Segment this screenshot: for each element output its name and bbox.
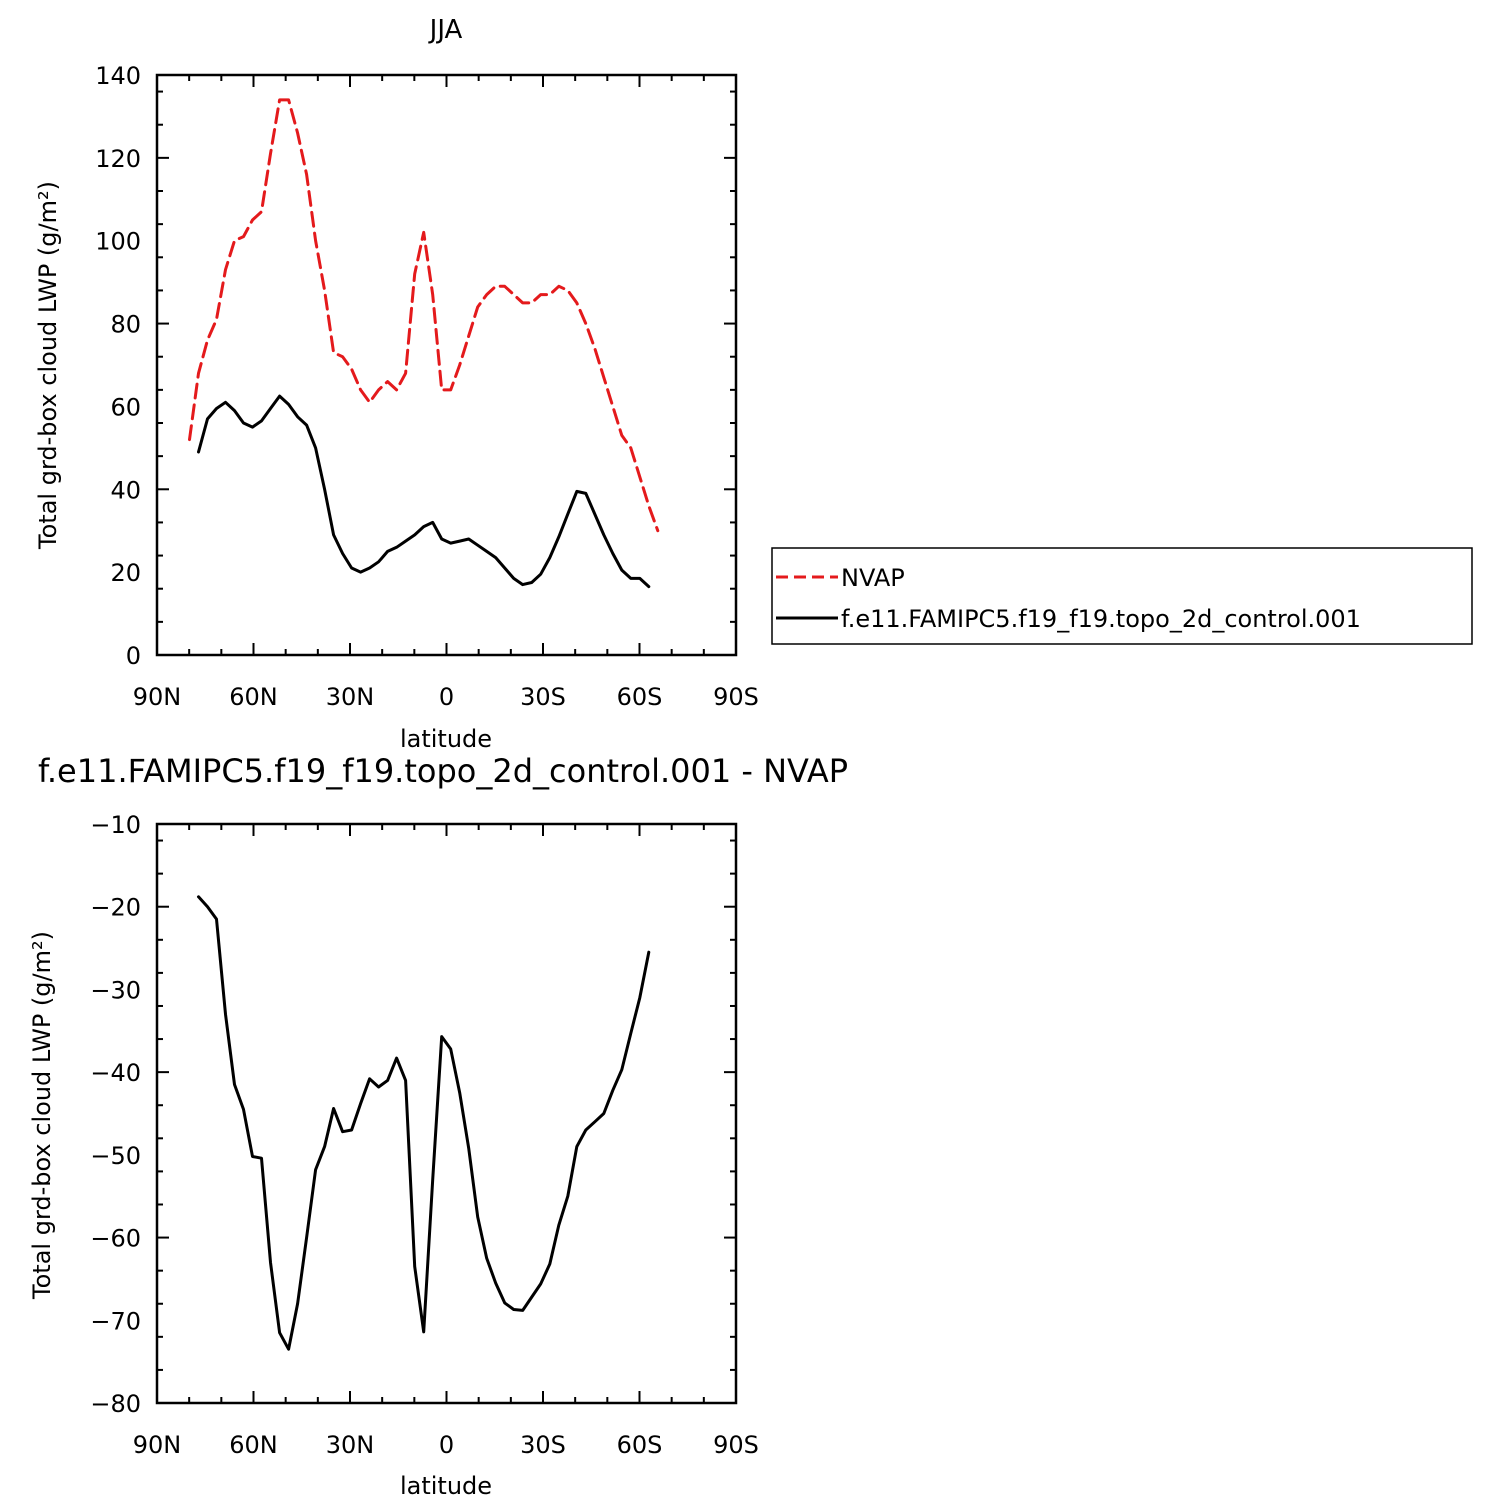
y-tick-label: −10 (90, 811, 141, 839)
legend-label-nvap: NVAP (841, 564, 905, 592)
x-tick-label: 60N (229, 1431, 278, 1459)
legend: NVAP f.e11.FAMIPC5.f19_f19.topo_2d_contr… (771, 547, 1473, 645)
x-tick-label: 30S (520, 1431, 566, 1459)
y-tick-label: −60 (90, 1225, 141, 1253)
y-tick-label: 40 (110, 476, 141, 504)
y-tick-label: 120 (95, 145, 141, 173)
y-tick-label: −30 (90, 976, 141, 1004)
y-tick-label: −80 (90, 1390, 141, 1418)
y-tick-label: −40 (90, 1059, 141, 1087)
top-series-line-f-e11-famipc5-f19-f19-topo-2d-control-001 (197, 394, 651, 589)
x-tick-label: 60S (617, 1431, 663, 1459)
legend-label-model: f.e11.FAMIPC5.f19_f19.topo_2d_control.00… (841, 605, 1361, 633)
top-x-axis-label: latitude (400, 725, 492, 753)
legend-box (771, 547, 1473, 645)
top-panel-title: JJA (428, 15, 463, 45)
bottom-series-lines (197, 895, 651, 1351)
x-tick-label: 90N (133, 1431, 182, 1459)
y-tick-label: 80 (110, 311, 141, 339)
y-tick-label: −70 (90, 1307, 141, 1335)
y-tick-label: 100 (95, 228, 141, 256)
top-panel-plot-frame (155, 73, 738, 657)
x-tick-label: 30N (326, 1431, 375, 1459)
x-tick-label: 60S (617, 683, 663, 711)
bottom-y-axis: −80 −70 −60 −50 −40 −30 −20 −10 (90, 811, 736, 1418)
top-y-axis-label: Total grd-box cloud LWP (g/m²) (34, 181, 62, 550)
x-tick-label: 60N (229, 683, 278, 711)
y-tick-label: 20 (110, 559, 141, 587)
y-tick-label: −20 (90, 894, 141, 922)
bottom-panel-title: f.e11.FAMIPC5.f19_f19.topo_2d_control.00… (38, 752, 848, 790)
x-tick-label: 30N (326, 683, 375, 711)
x-tick-label: 90S (713, 1431, 759, 1459)
x-tick-label: 90S (713, 683, 759, 711)
x-tick-label: 0 (439, 683, 454, 711)
y-tick-label: 140 (95, 62, 141, 90)
bottom-x-axis-label: latitude (400, 1472, 492, 1500)
top-y-axis: 0 20 40 60 80 100 120 140 (95, 62, 736, 670)
y-tick-label: −50 (90, 1142, 141, 1170)
bottom-x-axis: 90N 60N 30N 0 30S 60S 90S (133, 824, 759, 1459)
x-tick-label: 0 (439, 1431, 454, 1459)
y-tick-label: 0 (126, 642, 141, 670)
x-tick-label: 90N (133, 683, 182, 711)
bottom-panel: f.e11.FAMIPC5.f19_f19.topo_2d_control.00… (28, 752, 848, 1500)
top-x-axis: 90N 60N 30N 0 30S 60S 90S (133, 75, 759, 711)
top-series-lines (188, 98, 660, 589)
top-panel: JJA 90N 60N 30N 0 30S 60S 90S 0 20 40 60 80 100 120 1… (34, 15, 759, 753)
top-series-line-nvap (188, 98, 660, 533)
x-tick-label: 30S (520, 683, 566, 711)
bottom-series-line-difference (197, 895, 651, 1351)
bottom-y-axis-label: Total grd-box cloud LWP (g/m²) (28, 931, 56, 1300)
y-tick-label: 60 (110, 393, 141, 421)
